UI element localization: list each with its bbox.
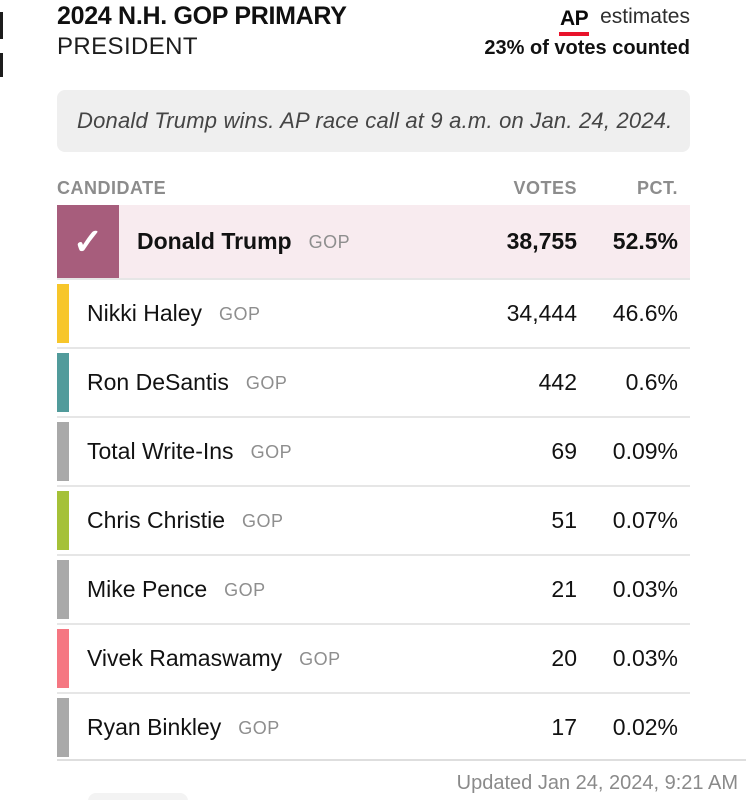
updated-timestamp: Updated Jan 24, 2024, 9:21 AM — [456, 772, 738, 794]
candidate-cell: Nikki Haley GOP — [87, 280, 261, 347]
candidate-cell: Mike Pence GOP — [87, 556, 266, 623]
candidate-name: Chris Christie — [87, 507, 226, 533]
party-label: GOP — [250, 442, 293, 462]
column-header-votes: VOTES — [513, 178, 577, 198]
votes-value: 34,444 — [506, 300, 577, 326]
table-header-row: CANDIDATE VOTES PCT. — [57, 178, 690, 202]
table-row: Vivek Ramaswamy GOP 20 0.03% — [57, 623, 690, 692]
pct-value: 0.03% — [612, 645, 678, 671]
race-subtitle: PRESIDENT — [57, 33, 198, 60]
results-table: ✓ Donald Trump GOP 38,755 52.5% Nikki Ha… — [57, 205, 690, 761]
votes-value: 442 — [538, 369, 577, 395]
votes-value: 17 — [551, 714, 577, 740]
candidate-cell: Ryan Binkley GOP — [87, 694, 280, 761]
cropped-bottom-element — [88, 793, 188, 800]
table-row: Ryan Binkley GOP 17 0.02% — [57, 692, 690, 761]
page-title: 2024 N.H. GOP PRIMARY — [57, 2, 347, 30]
candidate-name: Total Write-Ins — [87, 438, 234, 464]
votes-value: 69 — [551, 438, 577, 464]
candidate-name: Nikki Haley — [87, 300, 203, 326]
votes-value: 38,755 — [506, 228, 577, 254]
pct-value: 46.6% — [612, 300, 678, 326]
left-edge-crop-artifact — [0, 12, 3, 39]
party-label: GOP — [224, 580, 266, 600]
pct-value: 0.09% — [612, 438, 678, 464]
party-label: GOP — [238, 718, 280, 738]
pct-value: 52.5% — [612, 228, 678, 254]
party-label: GOP — [245, 373, 288, 393]
pct-value: 0.02% — [612, 714, 678, 740]
pct-value: 0.6% — [625, 369, 678, 395]
votes-value: 51 — [551, 507, 577, 533]
candidate-cell: Ron DeSantis GOP — [87, 349, 287, 416]
party-label: GOP — [219, 304, 261, 324]
pct-value: 0.07% — [612, 507, 678, 533]
table-row: ✓ Donald Trump GOP 38,755 52.5% — [57, 205, 690, 278]
source-attribution: AP estimates — [558, 5, 690, 36]
winner-check-icon: ✓ — [72, 220, 104, 262]
table-row: Ron DeSantis GOP 442 0.6% — [57, 347, 690, 416]
column-header-candidate: CANDIDATE — [57, 178, 167, 198]
candidate-name: Ron DeSantis — [87, 369, 229, 395]
party-label: GOP — [299, 649, 341, 669]
candidate-color-swatch — [57, 491, 69, 550]
candidate-color-swatch: ✓ — [57, 205, 119, 278]
candidate-color-swatch — [57, 422, 69, 481]
table-row: Total Write-Ins GOP 69 0.09% — [57, 416, 690, 485]
candidate-color-swatch — [57, 629, 69, 688]
table-row: Mike Pence GOP 21 0.03% — [57, 554, 690, 623]
votes-counted-status: 23% of votes counted — [484, 37, 690, 59]
votes-value: 21 — [551, 576, 577, 602]
candidate-name: Donald Trump — [137, 228, 292, 254]
race-call-text: Donald Trump wins. AP race call at 9 a.m… — [77, 108, 673, 133]
candidate-cell: Donald Trump GOP — [137, 205, 350, 278]
candidate-name: Ryan Binkley — [87, 714, 222, 740]
candidate-cell: Chris Christie GOP — [87, 487, 284, 554]
candidate-name: Vivek Ramaswamy — [87, 645, 283, 671]
estimates-label: estimates — [600, 5, 690, 28]
column-header-pct: PCT. — [636, 178, 678, 198]
candidate-color-swatch — [57, 698, 69, 757]
left-edge-crop-artifact — [0, 53, 3, 77]
party-label: GOP — [242, 511, 284, 531]
pct-value: 0.03% — [612, 576, 678, 602]
candidate-color-swatch — [57, 560, 69, 619]
race-call-banner: Donald Trump wins. AP race call at 9 a.m… — [57, 90, 690, 152]
footer-divider — [57, 759, 746, 761]
table-row: Nikki Haley GOP 34,444 46.6% — [57, 278, 690, 347]
party-label: GOP — [308, 232, 351, 252]
table-row: Chris Christie GOP 51 0.07% — [57, 485, 690, 554]
candidate-cell: Vivek Ramaswamy GOP — [87, 625, 341, 692]
candidate-color-swatch — [57, 284, 69, 343]
ap-logo-icon: AP — [558, 8, 590, 36]
candidate-cell: Total Write-Ins GOP — [87, 418, 292, 485]
candidate-name: Mike Pence — [87, 576, 208, 602]
candidate-color-swatch — [57, 353, 69, 412]
votes-value: 20 — [551, 645, 577, 671]
